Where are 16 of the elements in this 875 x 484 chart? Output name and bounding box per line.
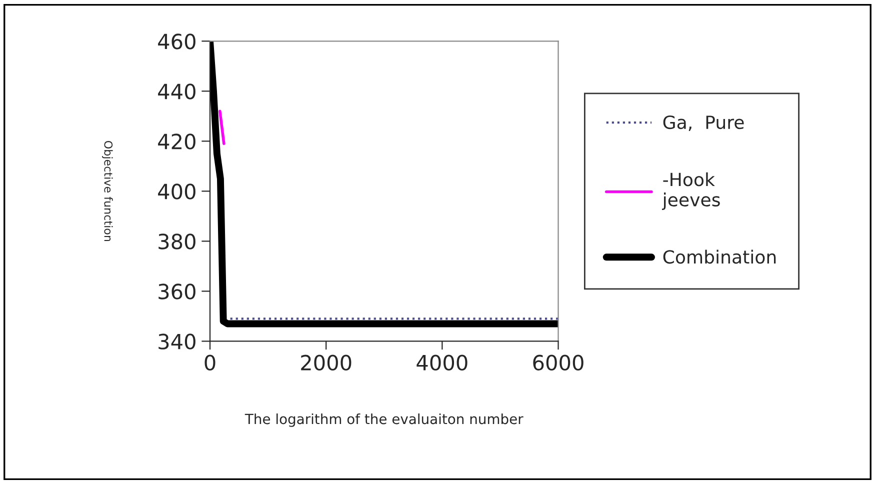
y-axis-title: Objective function bbox=[102, 141, 113, 242]
x-axis-title: The logarithm of the evaluaiton number bbox=[244, 413, 524, 427]
x-tick-label: 2000 bbox=[301, 354, 352, 371]
x-tick-label: 0 bbox=[204, 354, 216, 371]
legend-label: Ga, Pure bbox=[663, 115, 744, 131]
x-tick-label: 6000 bbox=[533, 354, 584, 371]
y-tick-label: 460 bbox=[158, 34, 196, 50]
legend-label: Combination bbox=[663, 250, 776, 264]
y-tick-label: 380 bbox=[158, 234, 196, 250]
y-tick-label: 420 bbox=[158, 134, 196, 150]
y-tick-label: 400 bbox=[158, 184, 196, 200]
y-tick-label: 440 bbox=[158, 84, 196, 100]
y-tick-label: 340 bbox=[158, 334, 196, 350]
legend-label: -Hook jeeves bbox=[662, 172, 720, 210]
y-tick-label: 360 bbox=[158, 284, 196, 300]
x-tick-label: 4000 bbox=[416, 354, 468, 371]
